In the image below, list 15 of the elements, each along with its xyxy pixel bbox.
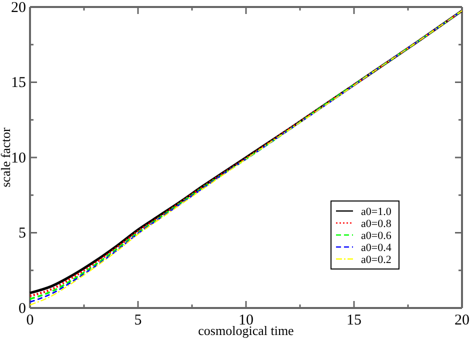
y-tick-label: 5 [18, 226, 26, 242]
y-tick-label: 0 [18, 300, 26, 317]
legend-label: a0=1.0 [361, 206, 392, 218]
x-tick-label: 20 [454, 312, 470, 328]
legend-label: a0=0.6 [361, 230, 392, 242]
x-tick-label: 15 [346, 312, 362, 328]
x-tick-label: 5 [134, 312, 142, 328]
legend-label: a0=0.8 [361, 218, 392, 230]
legend-label: a0=0.2 [361, 254, 392, 266]
y-tick-label: 20 [11, 0, 26, 16]
x-tick-label: 10 [238, 312, 254, 328]
legend-label: a0=0.4 [361, 242, 392, 254]
y-tick-label: 15 [11, 75, 26, 92]
y-tick-label: 10 [11, 150, 26, 166]
y-axis-title: scale factor [0, 127, 13, 188]
